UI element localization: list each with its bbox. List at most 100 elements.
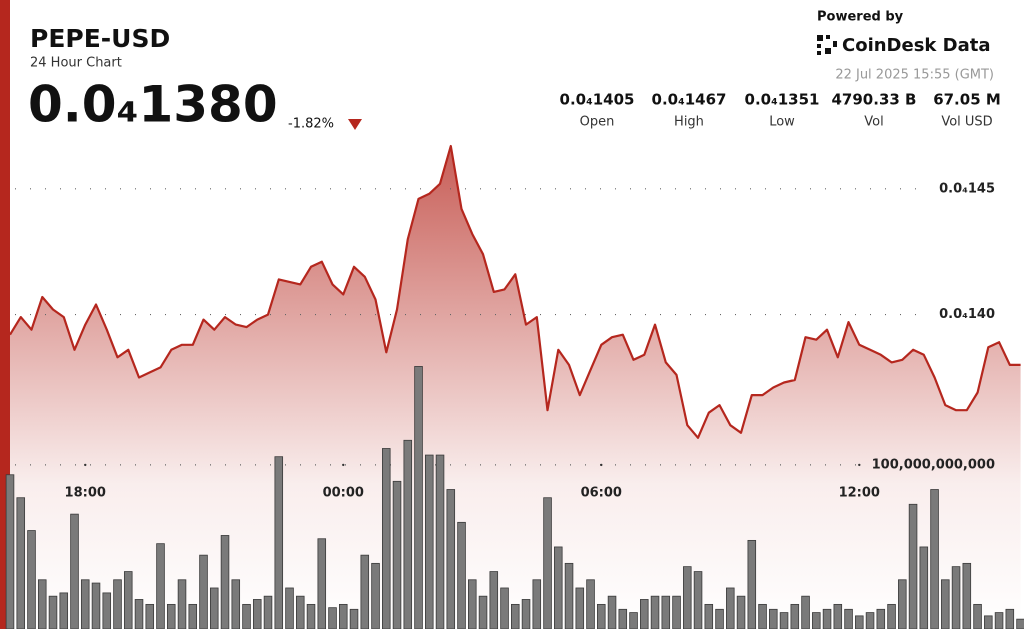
volume-bar (984, 615, 993, 630)
volume-bar (295, 595, 305, 630)
area-fill (10, 146, 1021, 629)
volume-bar (349, 608, 359, 630)
volume-bar (252, 599, 262, 630)
volume-bar (371, 562, 380, 630)
x-tick-mark (342, 463, 345, 467)
volume-bar (80, 579, 90, 630)
volume-bar (693, 571, 703, 630)
volume-bar (1016, 618, 1024, 630)
volume-bar (403, 439, 413, 630)
volume-bar (876, 608, 886, 630)
volume-bar (274, 456, 284, 630)
volume-bar (865, 612, 875, 630)
x-tick-mark (858, 463, 861, 467)
volume-bar (220, 535, 230, 630)
volume-bar (607, 595, 617, 630)
volume-bar (532, 579, 542, 630)
stat-label: Low (769, 115, 795, 130)
volume-bar (134, 599, 144, 630)
volume-bar (855, 615, 864, 630)
volume-bar (575, 587, 585, 630)
volume-bar (672, 595, 681, 630)
volume-bar (586, 579, 595, 630)
volume-bar (338, 603, 348, 630)
volume-bar (661, 595, 671, 630)
volume-bar (597, 603, 606, 630)
stat-value: 0.0₄1405 (560, 91, 635, 109)
timestamp: 22 Jul 2025 15:55 (GMT) (835, 68, 994, 83)
volume-bar (919, 546, 929, 630)
volume-bar (554, 546, 563, 630)
volume-bar (1005, 608, 1015, 630)
volume-bar (908, 503, 918, 630)
volume-bar (790, 603, 800, 630)
subtitle: 24 Hour Chart (30, 56, 122, 71)
volume-bar (564, 562, 574, 630)
volume-bar (446, 489, 456, 630)
stat-value: 0.0₄1351 (745, 91, 820, 109)
volume-bar (306, 603, 316, 630)
volume-bar (457, 521, 466, 630)
volume-bar (91, 582, 101, 630)
volume-bar (726, 587, 735, 630)
plot: 0.0₄140 0.0₄145 100,000,000,000 18:00 00:00 0… (5, 144, 1024, 630)
price-line (9, 144, 1021, 439)
volume-bar (736, 595, 746, 630)
volume-bar (199, 554, 208, 630)
x-tick-label: 18:00 (65, 486, 106, 501)
volume-bar (188, 603, 198, 630)
volume-bar (812, 612, 821, 630)
brand-icon (817, 35, 837, 55)
volume-bar (962, 562, 972, 630)
volume-bar (543, 497, 552, 630)
stat-label: High (674, 115, 704, 130)
volume-bar (618, 608, 628, 630)
volume-bar (392, 480, 402, 630)
volume-bar (769, 608, 778, 630)
volume-bar (102, 592, 112, 630)
stats: 0.0₄1405 Open 0.0₄1467 High 0.0₄1351 Low 4790.… (560, 91, 1001, 130)
volume-bar (5, 474, 15, 630)
volume-bar (833, 603, 843, 630)
volume-bar (650, 595, 660, 630)
stat-value: 4790.33 B (832, 91, 917, 109)
stat-value: 67.05 M (933, 91, 1001, 109)
volume-bar (177, 579, 187, 630)
volume-bar (328, 607, 337, 630)
volume-bar (209, 587, 219, 630)
stat-label: Vol (864, 115, 883, 130)
volume-bar (994, 612, 1004, 630)
volume-bar (166, 603, 176, 630)
volume-bar (930, 489, 939, 630)
volume-bar (263, 595, 273, 630)
price: 0.0₄1380 (28, 76, 278, 134)
volume-bar (435, 454, 445, 630)
y-tick-label: 0.0₄140 (939, 307, 995, 322)
volume-bar (360, 554, 370, 630)
volume-bar (521, 599, 531, 630)
volume-bar (382, 448, 391, 630)
volume-bar (898, 579, 907, 630)
volume-bar (887, 603, 896, 630)
powered-by: Powered by (817, 10, 904, 25)
symbol: PEPE-USD (30, 24, 170, 53)
volume-bar (822, 608, 832, 630)
volume-bar (478, 595, 488, 630)
y-tick-label: 0.0₄145 (939, 181, 995, 196)
volume-bar (48, 595, 58, 630)
volume-bar (801, 595, 810, 630)
volume-bar (27, 530, 36, 630)
x-tick-label: 12:00 (839, 486, 880, 501)
x-tick-label: 06:00 (581, 486, 622, 501)
volume-bar (683, 566, 692, 630)
volume-bar (779, 612, 789, 630)
down-arrow (348, 119, 362, 130)
volume-bar (468, 579, 477, 630)
volume-bar (951, 566, 961, 630)
volume-bar (425, 454, 434, 630)
volume-bar (973, 603, 982, 630)
volume-bar (317, 538, 327, 630)
stat-label: Open (580, 115, 615, 130)
volume-bar (285, 587, 294, 630)
